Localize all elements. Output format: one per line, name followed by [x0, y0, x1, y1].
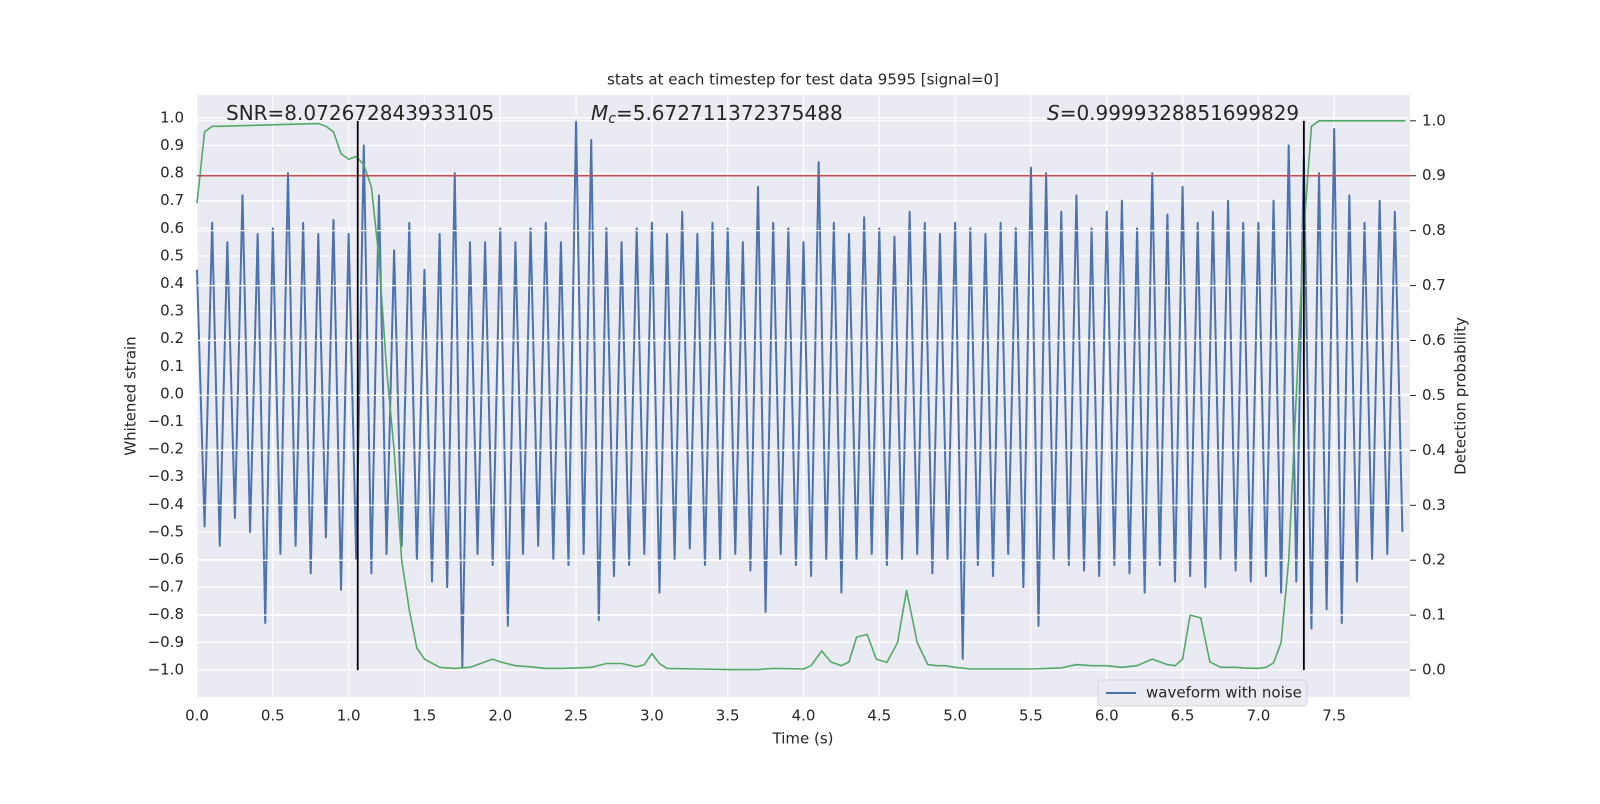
y-tick-label: 0.9 [160, 136, 184, 154]
annotation-symbol: S [1047, 101, 1060, 125]
y-tick-label: −0.6 [148, 550, 184, 568]
y-tick-label: 0.7 [160, 191, 184, 209]
y-axis-label: Whitened strain [122, 336, 140, 455]
x-tick-label: 4.0 [792, 707, 816, 725]
x-tick-label: 5.0 [943, 707, 967, 725]
annotation-text: =0.9999328851699829 [1060, 101, 1299, 125]
y-tick-label: 0.1 [160, 357, 184, 375]
legend-label: waveform with noise [1146, 684, 1302, 702]
annotation: Mc=5.672711372375488 [591, 101, 843, 128]
y2-tick-label: 0.9 [1422, 166, 1446, 184]
x-tick-label: 3.5 [716, 707, 740, 725]
x-tick-label: 3.0 [640, 707, 664, 725]
y2-tick-label: 0.6 [1422, 331, 1446, 349]
y-tick-label: −0.3 [148, 467, 184, 485]
x-tick-label: 7.5 [1322, 707, 1346, 725]
x-tick-label: 0.5 [261, 707, 285, 725]
x-tick-label: 5.5 [1019, 707, 1043, 725]
y-tick-label: 0.6 [160, 219, 184, 237]
chart-title: stats at each timestep for test data 959… [607, 71, 999, 89]
y-tick-label: −0.2 [148, 440, 184, 458]
x-tick-label: 4.5 [867, 707, 891, 725]
y-tick-label: −0.9 [148, 633, 184, 651]
annotation-text: =5.672711372375488 [616, 101, 843, 125]
y-tick-label: −0.4 [148, 495, 184, 513]
y-tick-label: 0.2 [160, 329, 184, 347]
y2-axis-label: Detection probability [1452, 317, 1470, 475]
annotation: S=0.9999328851699829 [1047, 101, 1299, 125]
x-tick-label: 2.0 [488, 707, 512, 725]
y-tick-label: 1.0 [160, 108, 184, 126]
x-tick-label: 6.0 [1095, 707, 1119, 725]
y2-tick-label: 0.0 [1422, 661, 1446, 679]
annotation-text: SNR=8.072672843933105 [226, 101, 494, 125]
data-line [196, 120, 1406, 671]
y-tick-label: 0.5 [160, 246, 184, 264]
y-tick-label: 0.0 [160, 384, 184, 402]
y2-tick-label: 0.2 [1422, 551, 1446, 569]
y-tick-label: −0.8 [148, 605, 184, 623]
y2-tick-label: 0.8 [1422, 221, 1446, 239]
x-tick-label: 1.0 [337, 707, 361, 725]
y2-tick-label: 0.5 [1422, 386, 1446, 404]
x-tick-label: 0.0 [185, 707, 209, 725]
y-tick-label: 0.4 [160, 274, 184, 292]
annotation: SNR=8.072672843933105 [226, 101, 494, 125]
x-tick-label: 6.5 [1171, 707, 1195, 725]
x-axis-label: Time (s) [772, 730, 834, 748]
y-tick-label: 0.8 [160, 164, 184, 182]
annotation-symbol: M [591, 101, 608, 125]
y-tick-label: −0.7 [148, 578, 184, 596]
legend-box [1097, 679, 1308, 707]
y2-tick-label: 0.3 [1422, 496, 1446, 514]
y-tick-label: −1.0 [148, 660, 184, 678]
y-tick-label: −0.1 [148, 412, 184, 430]
y-tick-label: −0.5 [148, 522, 184, 540]
y-tick-label: 0.3 [160, 302, 184, 320]
x-tick-label: 7.0 [1246, 707, 1270, 725]
y2-tick-label: 0.4 [1422, 441, 1446, 459]
y2-tick-label: 0.1 [1422, 606, 1446, 624]
annotation-subscript: c [608, 111, 616, 127]
x-tick-label: 1.5 [413, 707, 437, 725]
y2-tick-label: 0.7 [1422, 276, 1446, 294]
y2-tick-label: 1.0 [1422, 111, 1446, 129]
x-tick-label: 2.5 [564, 707, 588, 725]
data-line [196, 119, 1404, 669]
